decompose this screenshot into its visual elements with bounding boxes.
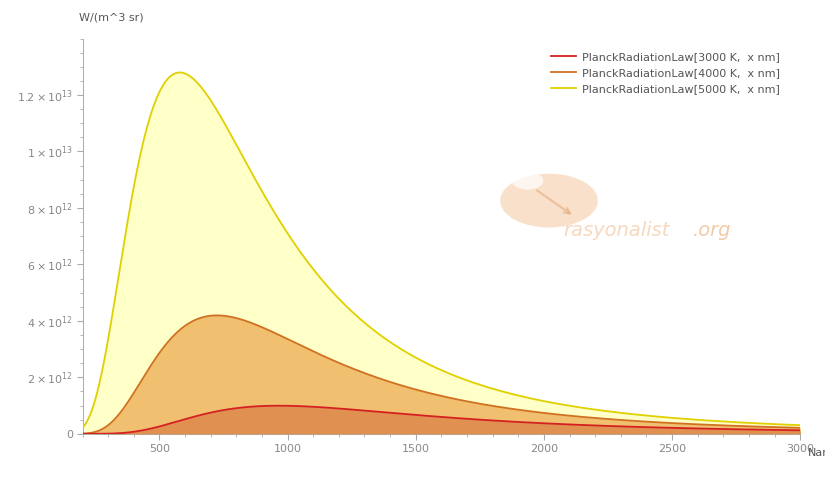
PlanckRadiationLaw[4000 K,  x nm] [78,431,87,437]
Text: rasyonalist: rasyonalist [563,221,670,240]
Circle shape [500,174,598,228]
Text: .org: .org [693,221,731,240]
PlanckRadiationLaw[4000 K,  x nm] [613,417,623,423]
PlanckRadiationLaw[5000 K,  x nm] [352,313,362,319]
PlanckRadiationLaw[5000 K,  x nm] [508,391,518,397]
PlanckRadiationLaw[5000 K,  x nm] [544,399,554,405]
Circle shape [512,172,544,189]
PlanckRadiationLaw[3000 K,  x nm] [795,428,805,433]
PlanckRadiationLaw[5000 K,  x nm] [78,425,87,431]
PlanckRadiationLaw[4000 K,  x nm] [352,367,362,373]
PlanckRadiationLaw[3000 K,  x nm] [544,421,554,427]
PlanckRadiationLaw[5000 K,  x nm] [208,101,218,107]
PlanckRadiationLaw[3000 K,  x nm] [508,419,518,425]
Text: W/(m^3 sr): W/(m^3 sr) [79,13,144,23]
PlanckRadiationLaw[3000 K,  x nm] [274,403,284,409]
PlanckRadiationLaw[5000 K,  x nm] [667,415,677,421]
Line: PlanckRadiationLaw[5000 K,  x nm]: PlanckRadiationLaw[5000 K, x nm] [82,72,800,428]
PlanckRadiationLaw[4000 K,  x nm] [212,312,222,318]
Text: Nanometre: Nanometre [808,448,825,457]
PlanckRadiationLaw[5000 K,  x nm] [795,422,805,428]
PlanckRadiationLaw[3000 K,  x nm] [352,407,362,413]
Line: PlanckRadiationLaw[4000 K,  x nm]: PlanckRadiationLaw[4000 K, x nm] [82,315,800,434]
PlanckRadiationLaw[4000 K,  x nm] [795,425,805,431]
PlanckRadiationLaw[5000 K,  x nm] [613,410,623,415]
Line: PlanckRadiationLaw[3000 K,  x nm]: PlanckRadiationLaw[3000 K, x nm] [82,406,800,434]
PlanckRadiationLaw[4000 K,  x nm] [667,420,677,426]
PlanckRadiationLaw[3000 K,  x nm] [78,431,87,437]
PlanckRadiationLaw[3000 K,  x nm] [667,425,677,431]
PlanckRadiationLaw[4000 K,  x nm] [544,411,554,416]
Legend: PlanckRadiationLaw[3000 K,  x nm], PlanckRadiationLaw[4000 K,  x nm], PlanckRadi: PlanckRadiationLaw[3000 K, x nm], Planck… [551,52,780,94]
PlanckRadiationLaw[3000 K,  x nm] [208,409,218,415]
PlanckRadiationLaw[4000 K,  x nm] [208,313,218,319]
PlanckRadiationLaw[3000 K,  x nm] [613,423,623,429]
PlanckRadiationLaw[4000 K,  x nm] [508,406,518,412]
PlanckRadiationLaw[5000 K,  x nm] [175,69,185,75]
